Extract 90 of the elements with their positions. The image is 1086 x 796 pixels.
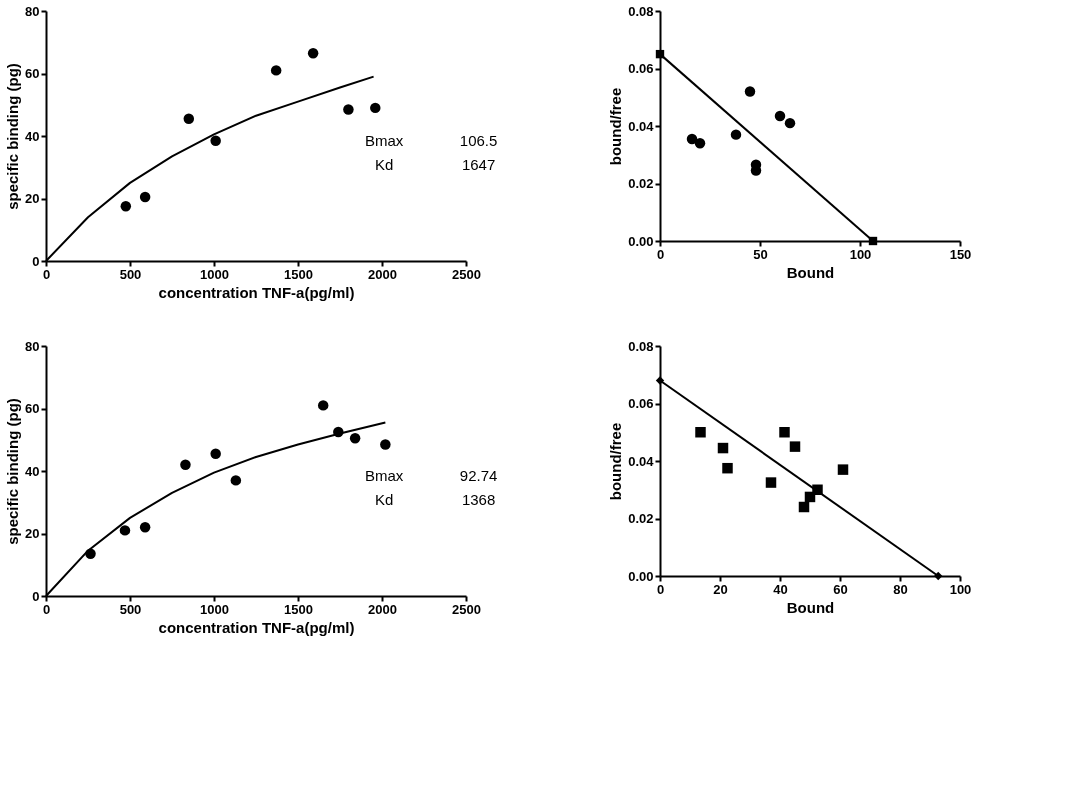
y-tick-label: 0.00: [628, 568, 654, 584]
point: [270, 65, 282, 76]
point: [744, 86, 756, 97]
y-axis-title: bound/free: [607, 87, 625, 166]
point: [695, 427, 706, 438]
x-tick-label: 1500: [284, 266, 313, 282]
y-tick-label: 0.00: [628, 233, 654, 249]
y-axis-title: bound/free: [607, 422, 625, 501]
annotation: 1368: [461, 490, 496, 508]
y-tick-label: 0.08: [628, 338, 654, 354]
point: [784, 117, 796, 129]
x-tick-label: 1000: [200, 266, 229, 282]
point: [119, 525, 131, 536]
y-tick-label: 0.04: [628, 453, 655, 469]
x-tick-label: 1500: [284, 601, 313, 617]
point: [210, 135, 221, 146]
y-tick-label: 20: [25, 191, 40, 206]
point: [139, 191, 151, 203]
y-tick-label: 0.06: [628, 61, 654, 76]
point: [730, 129, 742, 140]
x-axis-title: concentration TNF-a(pg/ml): [158, 618, 355, 636]
x-tick-label: 60: [833, 581, 848, 597]
point: [343, 104, 354, 115]
y-tick-label: 60: [25, 66, 40, 81]
point: [183, 113, 195, 125]
point: [180, 459, 191, 470]
x-tick-label: 0: [42, 266, 51, 282]
x-tick-label: 50: [753, 246, 768, 262]
point: [694, 138, 706, 149]
y-tick-label: 40: [25, 128, 40, 144]
point: [317, 400, 329, 411]
point: [774, 110, 786, 122]
point: [789, 441, 801, 452]
point: [380, 439, 391, 450]
y-tick-label: 40: [25, 463, 40, 479]
y-tick-label: 0.02: [628, 511, 654, 526]
annotation: Kd: [374, 490, 394, 508]
x-tick-label: 2000: [368, 601, 397, 617]
point: [798, 501, 810, 513]
x-tick-label: 20: [713, 581, 728, 597]
x-tick-label: 0: [656, 581, 665, 597]
x-axis-title: Bound: [786, 598, 835, 616]
x-tick-label: 0: [42, 601, 51, 617]
x-tick-label: 2000: [368, 266, 397, 282]
point: [349, 432, 361, 444]
x-tick-label: 40: [773, 581, 788, 597]
point: [210, 448, 221, 460]
y-tick-label: 20: [25, 526, 40, 541]
point: [120, 201, 132, 212]
x-tick-label: 500: [119, 266, 142, 282]
x-tick-label: 2500: [452, 266, 481, 282]
point: [717, 442, 729, 454]
x-tick-label: 500: [119, 601, 142, 617]
y-tick-label: 60: [25, 401, 40, 416]
x-tick-label: 150: [949, 246, 972, 262]
x-tick-label: 0: [656, 246, 665, 262]
y-axis-title: specific binding (pg): [4, 398, 22, 545]
y-tick-label: 80: [25, 3, 40, 19]
point: [307, 47, 319, 59]
point: [370, 102, 381, 114]
annotation: Bmax: [364, 466, 404, 484]
point: [139, 522, 151, 533]
annotation: Bmax: [364, 131, 404, 149]
annotation: Kd: [374, 155, 394, 173]
y-tick-label: 80: [25, 338, 40, 354]
y-axis-title: specific binding (pg): [4, 63, 22, 210]
x-tick-label: 100: [849, 246, 872, 262]
y-tick-label: 0.04: [628, 118, 655, 134]
annotation: 1647: [461, 155, 496, 173]
point: [655, 376, 665, 385]
annotation: 106.5: [459, 131, 498, 149]
y-tick-label: 0.02: [628, 176, 654, 191]
y-tick-label: 0.08: [628, 3, 654, 19]
x-axis-title: Bound: [786, 263, 835, 281]
x-axis-title: concentration TNF-a(pg/ml): [158, 283, 355, 301]
point: [765, 477, 777, 488]
point: [230, 475, 242, 486]
x-tick-label: 100: [949, 581, 972, 597]
point: [868, 236, 878, 246]
point: [837, 464, 849, 475]
x-tick-label: 80: [893, 581, 908, 597]
x-tick-label: 1000: [200, 601, 229, 617]
point: [722, 462, 733, 474]
point: [655, 49, 665, 59]
point: [686, 133, 698, 145]
x-tick-label: 2500: [452, 601, 481, 617]
annotation: 92.74: [459, 466, 498, 484]
point: [934, 571, 943, 581]
y-tick-label: 0.06: [628, 396, 654, 411]
point: [779, 427, 790, 438]
